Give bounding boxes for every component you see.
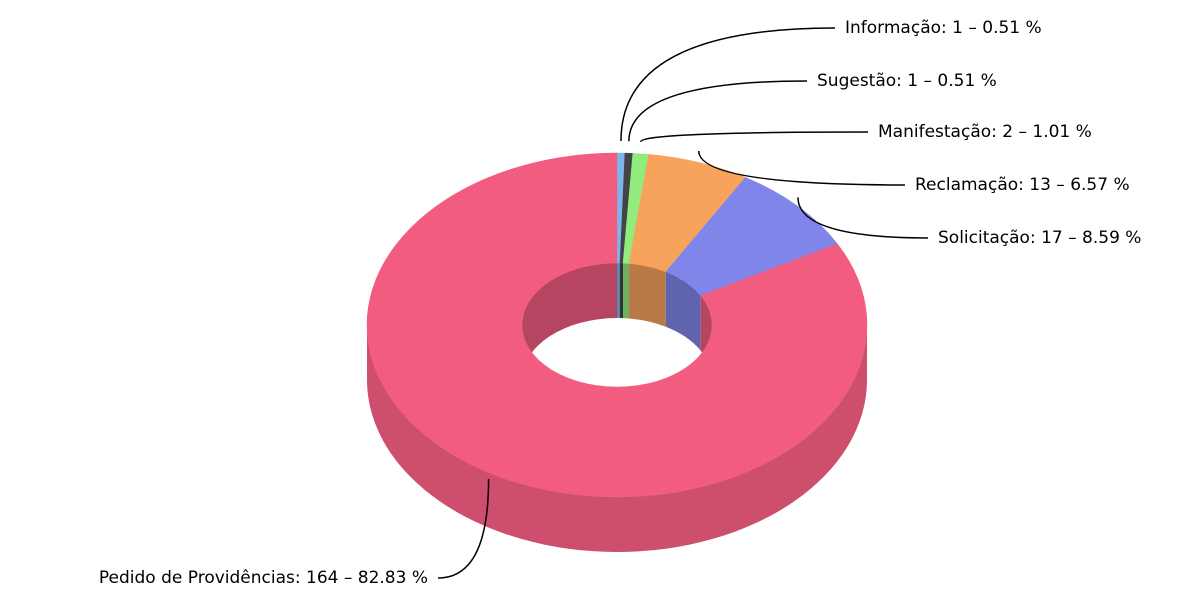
connector: [797, 197, 929, 239]
data-label: Sugestão: 1 – 0.51 %: [817, 71, 997, 91]
slice-inner-side: [620, 263, 624, 319]
connector: [437, 479, 490, 579]
slice-inner-side: [522, 263, 617, 380]
data-label: Informação: 1 – 0.51 %: [845, 18, 1042, 38]
data-label: Reclamação: 13 – 6.57 %: [915, 175, 1130, 195]
slice-outer-side: [367, 325, 867, 552]
data-label: Manifestação: 2 – 1.01 %: [878, 122, 1092, 142]
slice-inner-side: [665, 271, 701, 351]
data-label: Pedido de Providências: 164 – 82.83 %: [99, 568, 428, 588]
slice-inner-side: [617, 263, 621, 319]
data-label: Solicitação: 17 – 8.59 %: [938, 228, 1141, 248]
connector: [640, 131, 869, 143]
connector: [628, 80, 808, 142]
connector: [698, 150, 906, 186]
slice-inner-side: [629, 263, 666, 327]
connector: [620, 27, 836, 142]
slice-inner-side: [623, 263, 630, 319]
slice: [366, 152, 868, 498]
